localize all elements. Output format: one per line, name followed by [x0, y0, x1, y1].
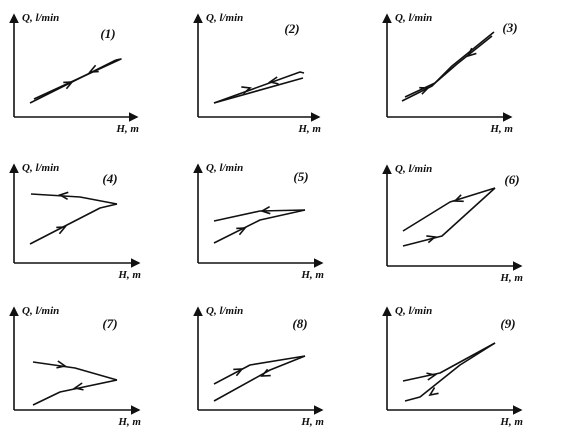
direction-arrow-1 [56, 226, 67, 235]
direction-arrow-2 [453, 194, 464, 203]
direction-arrow-2 [268, 76, 279, 85]
curve-branch-2 [404, 342, 496, 402]
x-axis-label: H, m [300, 269, 324, 281]
curve-branch-2 [30, 193, 118, 205]
x-axis-label: H, m [115, 123, 139, 135]
direction-arrow-1 [56, 360, 67, 369]
direction-arrow-1 [63, 81, 74, 90]
panel-5: Q, l/min H, m (5) [193, 162, 324, 281]
panel-number: (1) [100, 26, 115, 41]
direction-arrow-2 [428, 387, 439, 397]
direction-arrow-2 [260, 206, 271, 215]
x-axis-label: H, m [117, 269, 141, 281]
direction-arrow-2 [73, 382, 84, 391]
y-axis-label: Q, l/min [395, 305, 432, 317]
y-axis-label: Q, l/min [206, 12, 243, 24]
curve-branch-2 [213, 209, 306, 222]
panel-number: (4) [102, 171, 117, 186]
curve-branch-2 [404, 35, 493, 98]
curve-branch-1 [32, 361, 118, 381]
x-axis-label: H, m [117, 416, 141, 428]
curve-branch-2 [402, 187, 496, 232]
direction-arrow-1 [233, 368, 244, 377]
panel-number: (9) [500, 316, 515, 331]
panel-number: (8) [292, 316, 307, 331]
panel-number: (3) [502, 20, 517, 35]
direction-arrow-1 [236, 227, 247, 236]
panel-number: (2) [284, 21, 299, 36]
panel-2: Q, l/min H, m (2) [193, 12, 321, 135]
direction-arrow-2 [88, 64, 99, 73]
y-axis-label: Q, l/min [395, 163, 432, 175]
direction-arrow-1 [426, 235, 437, 244]
direction-arrow-1 [419, 86, 430, 95]
panel-number: (6) [504, 172, 519, 187]
x-axis-label: H, m [297, 123, 321, 135]
direction-arrow-1 [241, 86, 252, 95]
x-axis-label: H, m [489, 123, 513, 135]
curve-branch-2 [33, 58, 122, 100]
direction-arrow-2 [466, 47, 477, 58]
panel-3: Q, l/min H, m (3) [382, 12, 518, 135]
direction-arrow-1 [426, 372, 437, 381]
curve-branch-1 [213, 77, 304, 104]
direction-arrow-2 [260, 368, 271, 377]
curve-branch-1 [213, 355, 306, 385]
y-axis-label: Q, l/min [206, 162, 243, 174]
panel-7: Q, l/min H, m (7) [9, 305, 141, 428]
curve-branch-1 [29, 203, 118, 245]
panel-6: Q, l/min H, m (6) [382, 163, 523, 284]
curve-branch-2 [32, 379, 118, 406]
panel-8: Q, l/min H, m (8) [193, 305, 324, 428]
curve-branch-1 [402, 187, 496, 247]
panel-number: (5) [293, 169, 308, 184]
panel-number: (7) [102, 316, 117, 331]
curve-branch-1 [213, 209, 306, 244]
y-axis-label: Q, l/min [395, 12, 432, 24]
curve-branch-2 [213, 355, 306, 402]
y-axis-label: Q, l/min [22, 305, 59, 317]
panel-9: Q, l/min H, m (9) [382, 305, 523, 428]
y-axis-label: Q, l/min [22, 12, 59, 24]
curve-branch-1 [402, 342, 496, 382]
x-axis-label: H, m [499, 272, 523, 284]
y-axis-label: Q, l/min [22, 162, 59, 174]
x-axis-label: H, m [499, 416, 523, 428]
curve-branch-2 [213, 71, 305, 104]
panel-4: Q, l/min H, m (4) [9, 162, 141, 281]
curve-branch-1 [401, 31, 495, 102]
panel-1: Q, l/min H, m (1) [9, 12, 139, 135]
direction-arrow-2 [58, 191, 69, 200]
y-axis-label: Q, l/min [206, 305, 243, 317]
x-axis-label: H, m [300, 416, 324, 428]
